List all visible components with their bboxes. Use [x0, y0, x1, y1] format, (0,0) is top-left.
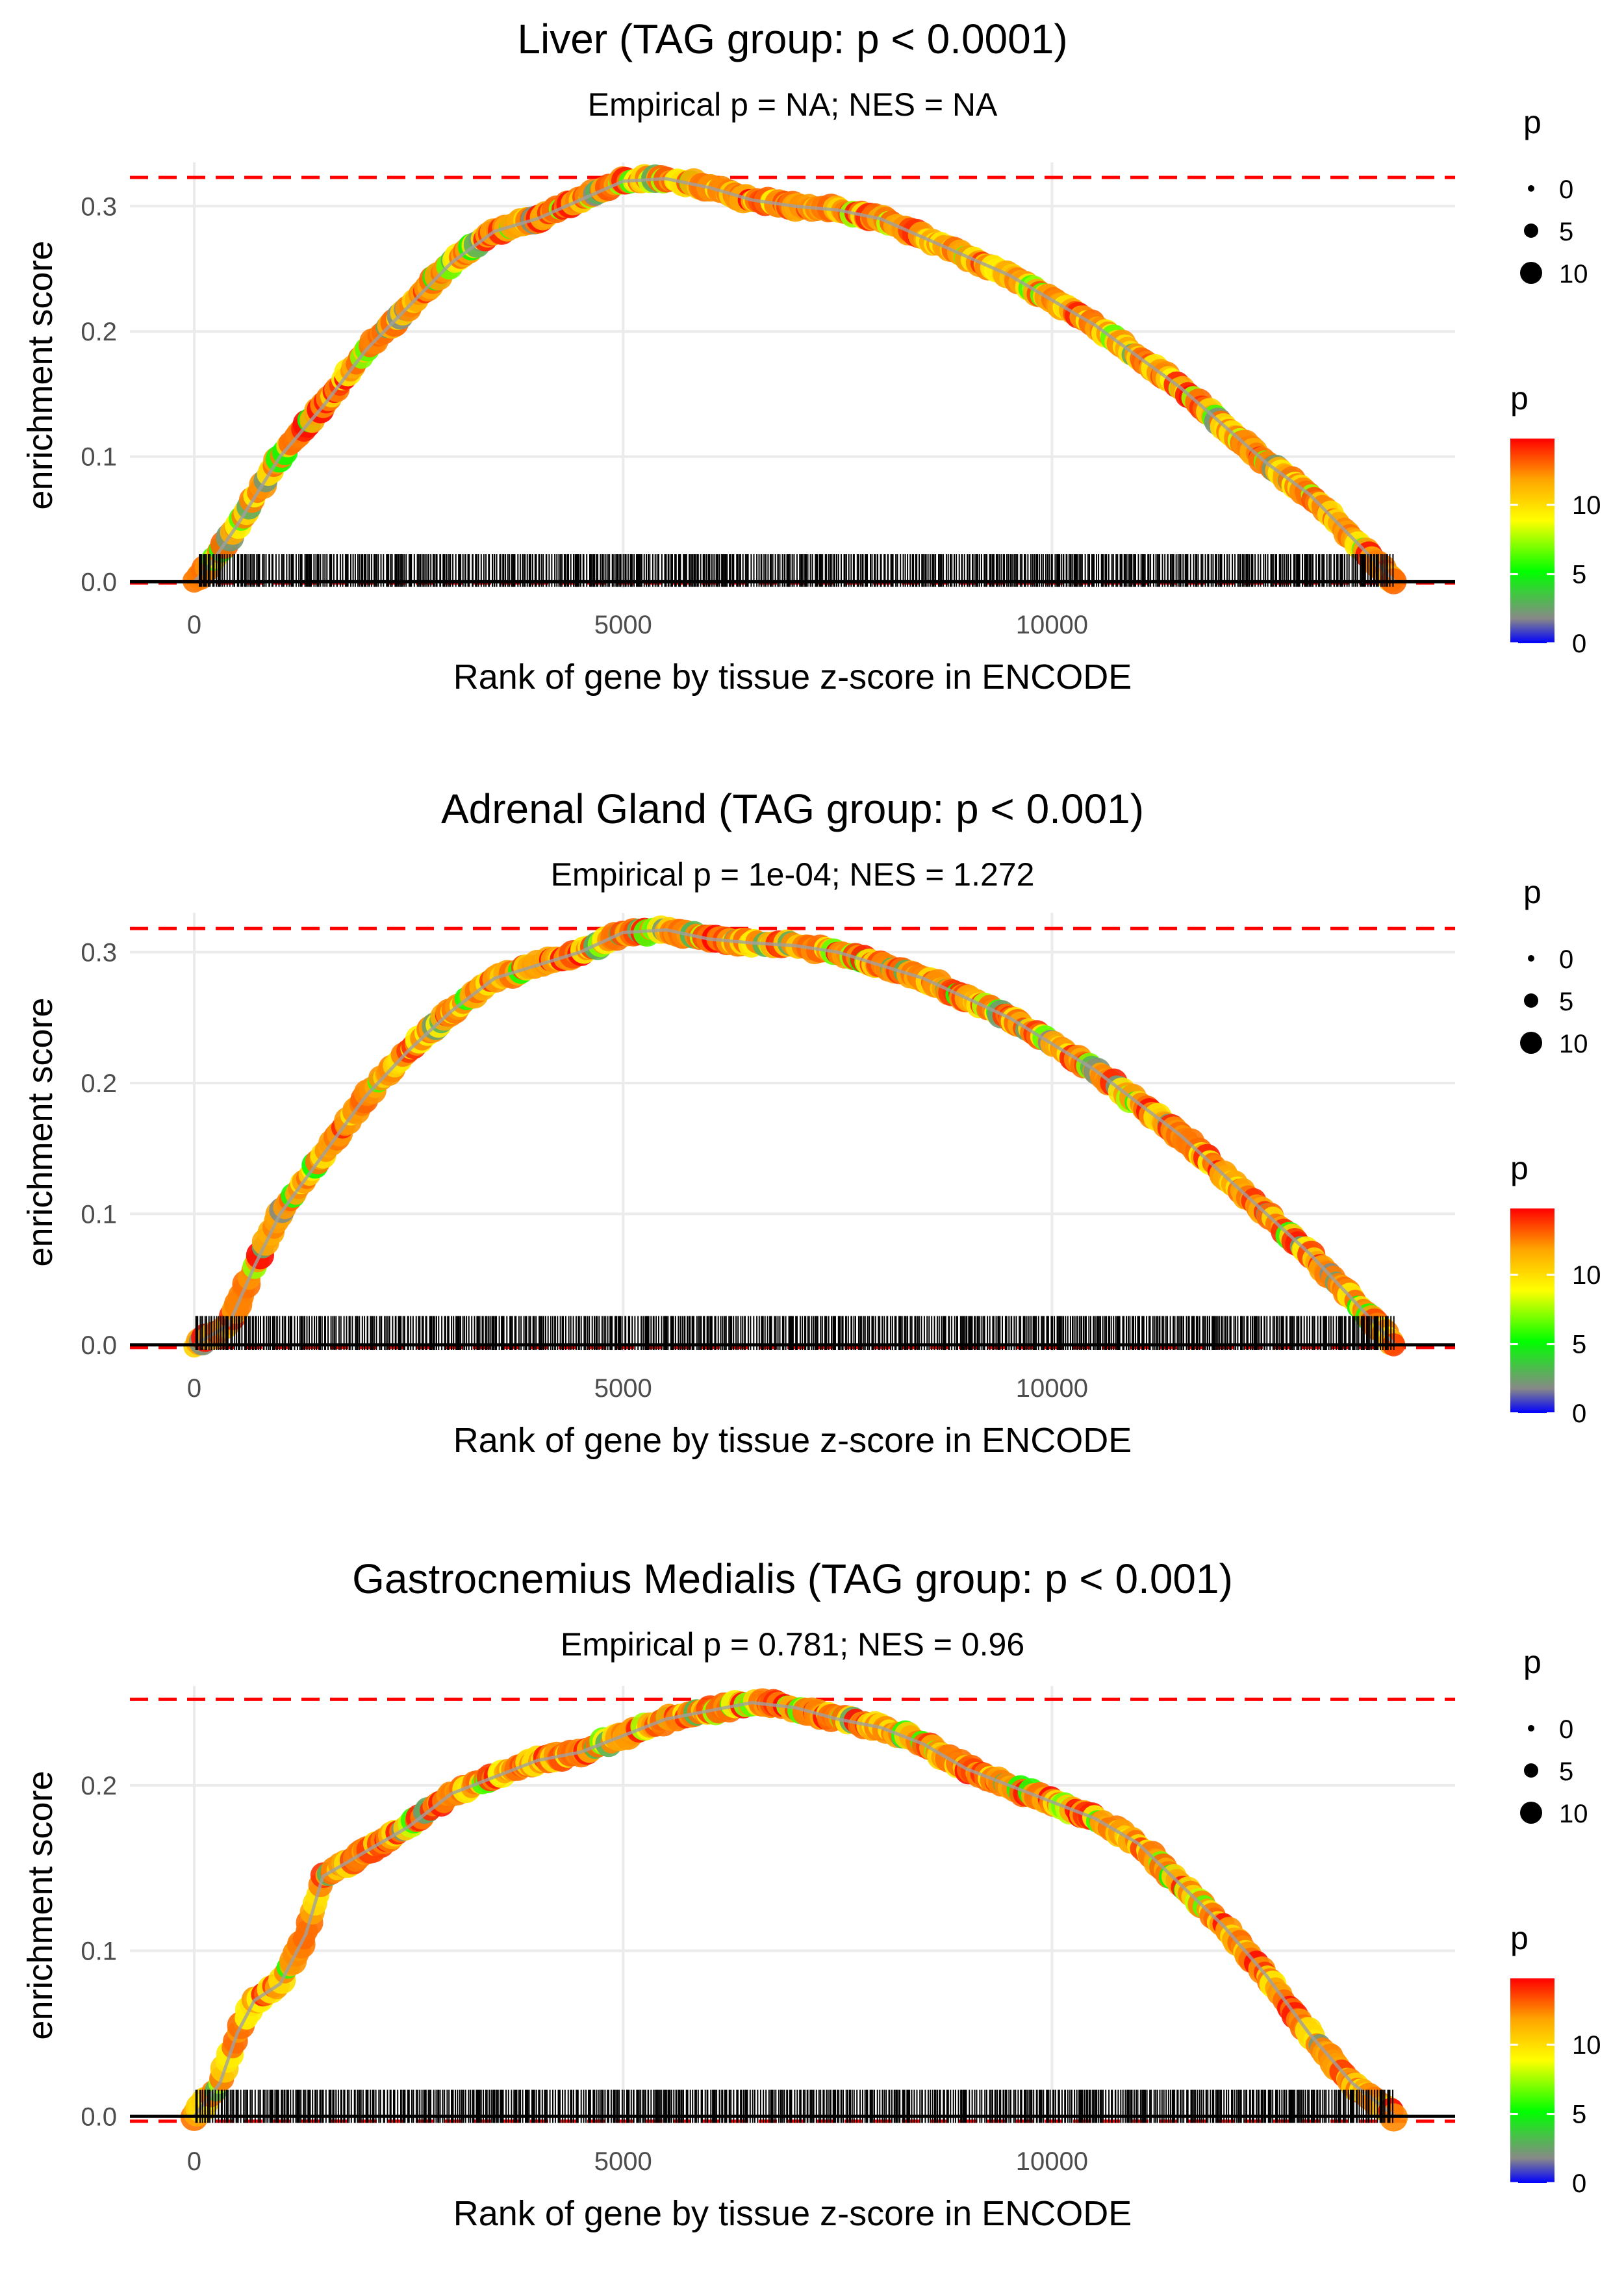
- chart-panel-2: Adrenal Gland (TAG group: p < 0.001) Empi…: [21, 786, 1601, 1460]
- color-legend-bar: [1510, 439, 1554, 643]
- x-tick-label: 0: [187, 2147, 201, 2176]
- enrichment-points: [183, 915, 1406, 1358]
- x-tick-label: 10000: [1016, 611, 1088, 639]
- y-tick-label: 0.3: [81, 192, 117, 221]
- size-legend-dot: [1528, 955, 1534, 962]
- size-legend-dot: [1520, 1802, 1542, 1824]
- y-tick-label: 0.2: [81, 1772, 117, 1800]
- y-tick-label: 0.2: [81, 1069, 117, 1098]
- color-legend: p 0 5 10: [1510, 380, 1601, 658]
- y-tick-label: 0.2: [81, 318, 117, 346]
- color-legend-label: 0: [1572, 2169, 1586, 2198]
- size-legend-dot: [1528, 185, 1534, 192]
- x-tick-label: 0: [187, 611, 201, 639]
- size-legend: p 0 5 10: [1520, 1644, 1588, 1828]
- x-axis-title: Rank of gene by tissue z-score in ENCODE: [453, 1421, 1132, 1460]
- size-legend: p 0 5 10: [1520, 104, 1588, 288]
- color-legend-bar: [1510, 1208, 1554, 1413]
- color-legend-label: 5: [1572, 2101, 1586, 2129]
- y-axis-title: enrichment score: [21, 997, 60, 1266]
- x-axis-title: Rank of gene by tissue z-score in ENCODE: [453, 2194, 1132, 2233]
- enrichment-trace: [193, 928, 1397, 1347]
- enrichment-trace: [193, 1700, 1397, 2118]
- size-legend-title: p: [1523, 1644, 1542, 1680]
- y-axis-title: enrichment score: [21, 1770, 60, 2039]
- color-legend-label: 5: [1572, 1331, 1586, 1359]
- color-legend-label: 5: [1572, 561, 1586, 589]
- size-legend-label: 10: [1559, 1800, 1588, 1828]
- color-legend: p 0 5 10: [1510, 1920, 1601, 2198]
- color-legend-label: 0: [1572, 630, 1586, 658]
- size-legend-label: 5: [1559, 218, 1573, 246]
- x-tick-label: 0: [187, 1374, 201, 1403]
- size-legend-label: 10: [1559, 1030, 1588, 1058]
- y-tick-label: 0.0: [81, 1331, 117, 1360]
- chart-panel-3: Gastrocnemius Medialis (TAG group: p < 0…: [21, 1555, 1601, 2233]
- size-legend-label: 0: [1559, 1715, 1573, 1744]
- color-legend-label: 10: [1572, 491, 1601, 520]
- enrichment-trace: [193, 177, 1397, 583]
- color-legend: p 0 5 10: [1510, 1150, 1601, 1428]
- chart-subtitle: Empirical p = 1e-04; NES = 1.272: [551, 856, 1035, 893]
- size-legend-label: 5: [1559, 988, 1573, 1016]
- y-tick-label: 0.3: [81, 938, 117, 967]
- y-tick-label: 0.0: [81, 2102, 117, 2131]
- size-legend-label: 5: [1559, 1757, 1573, 1786]
- size-legend: p 0 5 10: [1520, 874, 1588, 1058]
- color-legend-title: p: [1510, 380, 1529, 416]
- size-legend-dot: [1524, 1763, 1538, 1778]
- color-legend-label: 0: [1572, 1399, 1586, 1428]
- x-tick-label: 5000: [594, 2147, 652, 2176]
- color-legend-label: 10: [1572, 1261, 1601, 1290]
- enrichment-points: [182, 164, 1407, 594]
- color-legend-title: p: [1510, 1150, 1529, 1186]
- x-tick-label: 5000: [594, 1374, 652, 1403]
- size-legend-dot: [1524, 224, 1538, 238]
- chart-title: Adrenal Gland (TAG group: p < 0.001): [441, 786, 1144, 832]
- x-tick-label: 5000: [594, 611, 652, 639]
- y-tick-label: 0.1: [81, 443, 117, 472]
- size-legend-dot: [1520, 1032, 1542, 1054]
- chart-subtitle: Empirical p = NA; NES = NA: [588, 86, 998, 123]
- y-axis-title: enrichment score: [21, 240, 60, 509]
- size-legend-label: 10: [1559, 260, 1588, 288]
- size-legend-label: 0: [1559, 175, 1573, 204]
- chart-title: Liver (TAG group: p < 0.0001): [517, 16, 1067, 62]
- color-legend-bar: [1510, 1978, 1554, 2183]
- y-tick-label: 0.1: [81, 1937, 117, 1966]
- size-legend-dot: [1520, 262, 1542, 284]
- x-tick-label: 10000: [1016, 1374, 1088, 1403]
- chart-panel-1: Liver (TAG group: p < 0.0001) Empirical p…: [21, 16, 1601, 696]
- color-legend-label: 10: [1572, 2031, 1601, 2060]
- x-tick-label: 10000: [1016, 2147, 1088, 2176]
- chart-title: Gastrocnemius Medialis (TAG group: p < 0…: [352, 1555, 1233, 1602]
- x-axis-title: Rank of gene by tissue z-score in ENCODE: [453, 658, 1132, 696]
- color-legend-title: p: [1510, 1920, 1529, 1956]
- chart-subtitle: Empirical p = 0.781; NES = 0.96: [561, 1626, 1024, 1663]
- size-legend-title: p: [1523, 874, 1542, 910]
- y-tick-label: 0.1: [81, 1200, 117, 1229]
- size-legend-dot: [1528, 1725, 1534, 1731]
- y-tick-label: 0.0: [81, 568, 117, 596]
- enrichment-points: [180, 1688, 1408, 2132]
- size-legend-dot: [1524, 993, 1538, 1008]
- size-legend-label: 0: [1559, 945, 1573, 974]
- size-legend-title: p: [1523, 104, 1542, 140]
- gene-rug: [195, 2089, 1393, 2123]
